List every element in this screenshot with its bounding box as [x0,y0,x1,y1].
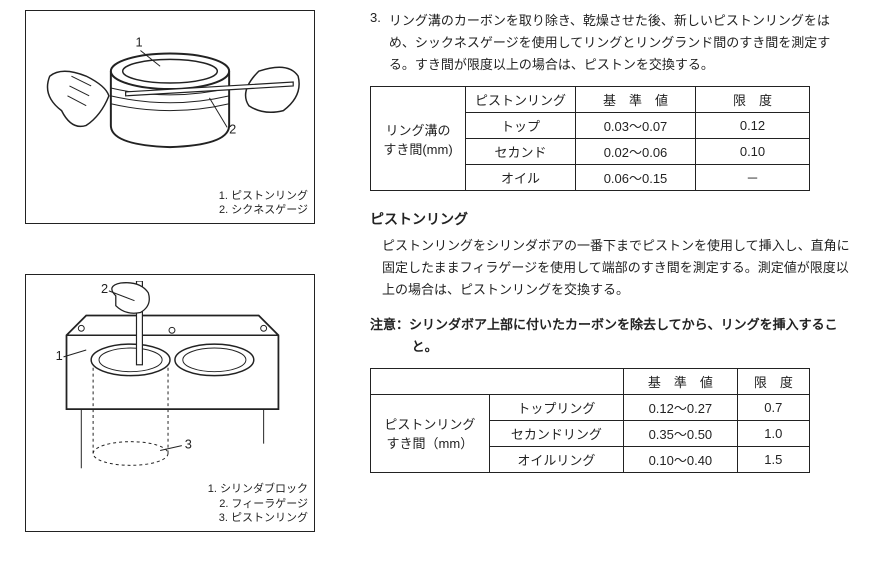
right-column: 3. リング溝のカーボンを取り除き、乾燥させた後、新しいピストンリングをはめ、シ… [370,10,851,582]
t1-col-limit: 限 度 [696,87,810,113]
fig1-caption-line2: 2. シクネスゲージ [32,203,308,217]
t1-col-ring: ピストンリング [466,87,576,113]
svg-text:1: 1 [136,35,143,50]
figure-2-svg: 1 2 3 [32,281,308,478]
note-text: 注意：シリンダボア上部に付いたカーボンを除去してから、リングを挿入すること。 [370,314,851,358]
t2-rowhead: ピストンリング すき間（mm） [371,394,490,472]
figure-1: 1 2 1. ピストンリング 2. シクネスゲージ [25,10,315,224]
figure-1-caption: 1. ピストンリング 2. シクネスゲージ [32,189,308,218]
t2-col-std: 基 準 値 [624,368,738,394]
t1-col-std: 基 準 値 [576,87,696,113]
t2-col-limit: 限 度 [737,368,809,394]
svg-text:2: 2 [229,121,236,136]
svg-text:2: 2 [101,281,108,296]
section-body: ピストンリングをシリンダボアの一番下までピストンを使用して挿入し、直角に固定した… [382,235,851,301]
figure-2: 1 2 3 1. シリンダブロック 2. フィーラゲージ 3. ピストンリング [25,274,315,532]
figure-2-caption: 1. シリンダブロック 2. フィーラゲージ 3. ピストンリング [32,482,308,525]
t1-rowhead: リング溝の すき間(mm) [371,87,466,191]
table-row: ピストンリング すき間（mm） トップリング 0.12～0.27 0.7 [371,394,810,420]
step-text: リング溝のカーボンを取り除き、乾燥させた後、新しいピストンリングをはめ、シックネ… [389,10,851,76]
fig2-caption-line2: 2. フィーラゲージ [32,497,308,511]
piston-ring-gap-table: 基 準 値 限 度 ピストンリング すき間（mm） トップリング 0.12～0.… [370,368,810,473]
left-column: 1 2 1. ピストンリング 2. シクネスゲージ [20,10,340,582]
svg-text:1: 1 [56,348,63,363]
ring-groove-clearance-table: リング溝の すき間(mm) ピストンリング 基 準 値 限 度 トップ 0.03… [370,86,810,191]
step-number: 3. [370,10,381,25]
figure-1-svg: 1 2 [32,17,308,185]
step-3: 3. リング溝のカーボンを取り除き、乾燥させた後、新しいピストンリングをはめ、シ… [370,10,851,76]
section-title: ピストンリング [370,209,851,229]
fig1-caption-line1: 1. ピストンリング [32,189,308,203]
svg-text:3: 3 [185,437,192,452]
fig2-caption-line3: 3. ピストンリング [32,511,308,525]
fig2-caption-line1: 1. シリンダブロック [32,482,308,496]
